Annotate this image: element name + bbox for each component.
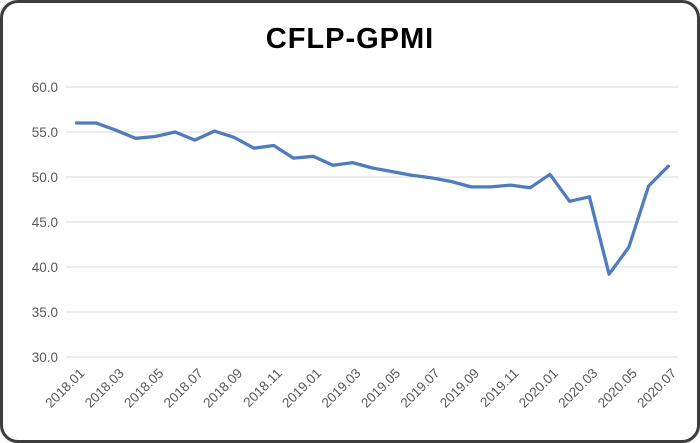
data-series (74, 121, 670, 276)
y-gridlines (66, 86, 678, 358)
x-tick-label: 2019.05 (358, 366, 403, 411)
x-tick-label: 2020.03 (555, 366, 600, 411)
y-tick-label: 35.0 (32, 305, 58, 320)
data-series-line (74, 121, 670, 276)
x-axis-labels: 2018.012018.032018.052018.072018.092018.… (42, 366, 679, 411)
y-tick-label: 30.0 (32, 350, 58, 365)
x-tick-label: 2020.05 (595, 366, 640, 411)
x-tick-label: 2018.01 (42, 366, 87, 411)
x-tick-label: 2019.11 (477, 366, 521, 410)
x-tick-label: 2020.07 (634, 366, 679, 411)
y-tick-label: 50.0 (32, 170, 58, 185)
x-tick-label: 2018.09 (200, 366, 245, 411)
y-axis-labels: 60.0 55.0 50.0 45.0 40.0 35.0 30.0 (32, 80, 58, 365)
chart-title: CFLP-GPMI (265, 23, 435, 55)
y-tick-label: 45.0 (32, 215, 58, 230)
x-tick-label: 2019.01 (279, 366, 324, 411)
x-tick-label: 2019.09 (437, 366, 482, 411)
x-tick-label: 2020.01 (516, 366, 561, 411)
y-tick-label: 55.0 (32, 125, 58, 140)
y-tick-label: 60.0 (32, 80, 58, 95)
x-tick-label: 2018.11 (240, 366, 284, 410)
x-tick-label: 2019.07 (398, 366, 443, 411)
x-tick-label: 2018.07 (161, 366, 206, 411)
x-tick-label: 2018.03 (82, 366, 127, 411)
line-chart-canvas: 60.055.050.045.040.035.030.02018.012018.… (32, 80, 680, 411)
x-tick-label: 2018.05 (121, 366, 166, 411)
y-tick-label: 40.0 (32, 260, 58, 275)
x-tick-label: 2019.03 (319, 366, 364, 411)
